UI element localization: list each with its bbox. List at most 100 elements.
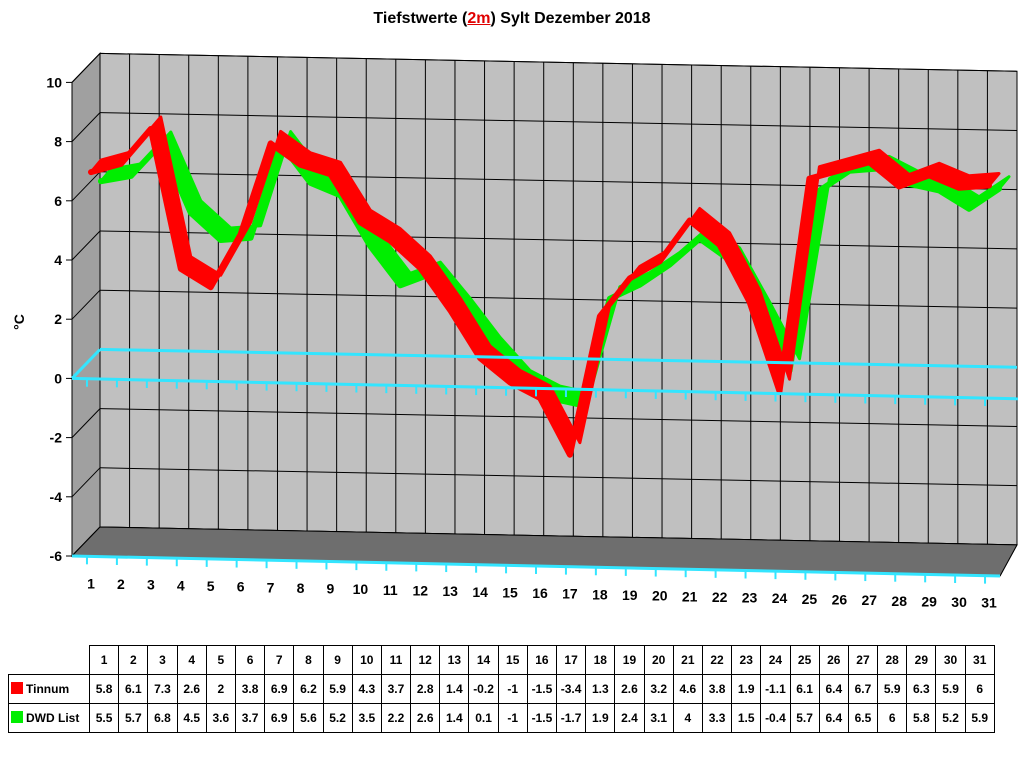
table-header-cell: 7 xyxy=(264,645,295,675)
table-header-cell: 28 xyxy=(877,645,908,675)
table-cell-dwd: 2.6 xyxy=(410,703,441,733)
table-header-cell: 11 xyxy=(380,645,412,675)
x-tick-label: 22 xyxy=(712,589,728,605)
table-header-cell: 30 xyxy=(935,645,966,675)
table-header-cell: 27 xyxy=(847,645,879,675)
table-header-cell: 25 xyxy=(789,645,820,675)
x-tick-label: 28 xyxy=(891,593,907,609)
x-tick-label: 29 xyxy=(921,593,937,609)
table-cell-dwd: 5.2 xyxy=(935,703,966,733)
x-tick-label: 4 xyxy=(177,577,185,593)
grid-line-horizontal xyxy=(99,289,1018,309)
x-tick-label: 31 xyxy=(981,595,997,611)
table-cell-tinnum: 5.9 xyxy=(877,674,908,704)
table-cell-dwd: 5.7 xyxy=(789,703,820,733)
table-cell-tinnum: 6.1 xyxy=(118,674,149,704)
y-tick-label: 4 xyxy=(54,252,62,268)
table-header-cell: 17 xyxy=(555,645,587,675)
table-cell-dwd: 1.4 xyxy=(439,703,470,733)
grid-line-side xyxy=(71,171,101,202)
title-prefix: Tiefstwerte ( xyxy=(373,10,468,27)
table-cell-dwd: -1.7 xyxy=(555,703,587,733)
table-cell-dwd: 3.6 xyxy=(205,703,236,733)
chart-walls xyxy=(71,52,1018,558)
table-cell-dwd: 6.5 xyxy=(847,703,879,733)
table-cell-dwd: 5.9 xyxy=(964,703,995,733)
table-cell-dwd: 6 xyxy=(877,703,908,733)
table-cell-dwd: 5.5 xyxy=(88,703,120,733)
x-tick-label: 1 xyxy=(87,575,95,591)
x-tick-label: 9 xyxy=(327,581,335,597)
chart-title: Tiefstwerte (2m) Sylt Dezember 2018 xyxy=(0,10,1024,28)
x-tick-label: 2 xyxy=(117,576,125,592)
grid-line-horizontal xyxy=(99,52,1018,72)
table-row-dwd: DWD List 5.5 5.7 6.8 4.5 3.6 3.7 6.9 5.6 5.2 3.5 2… xyxy=(8,703,995,733)
table-cell-tinnum: -1.5 xyxy=(526,674,558,704)
grid-line-side xyxy=(71,289,101,320)
table-cell-dwd: 6.4 xyxy=(818,703,849,733)
y-tick-label: 8 xyxy=(54,134,62,150)
table-header-cell: 1 xyxy=(88,645,120,675)
table-cell-tinnum: -3.4 xyxy=(555,674,587,704)
table-cell-tinnum: 2.6 xyxy=(614,674,645,704)
table-header-cell: 16 xyxy=(526,645,558,675)
table-header-row: 1 2 3 4 5 6 7 8 9 10 11 12 13 14 15 16 17 18 19 20 21 22 23 24 2… xyxy=(9,645,995,675)
y-tick-label: 6 xyxy=(54,193,62,209)
data-table: 1 2 3 4 5 6 7 8 9 10 11 12 13 14 15 16 17 18 19 20 21 22 23 24 2… xyxy=(8,645,995,733)
table-header-cell: 21 xyxy=(672,645,703,675)
x-tick-label: 12 xyxy=(412,582,428,598)
x-tick-label: 3 xyxy=(147,577,155,593)
table-cell-tinnum: 7.3 xyxy=(147,674,178,704)
table-cell-dwd: 1.9 xyxy=(585,703,616,733)
table-header-cell: 5 xyxy=(205,645,236,675)
x-tick-label: 27 xyxy=(862,592,878,608)
x-tick-label: 21 xyxy=(682,588,698,604)
table-cell-tinnum: -1.1 xyxy=(760,674,791,704)
y-tick-label: -2 xyxy=(50,430,63,446)
table-cell-dwd: 5.8 xyxy=(906,703,937,733)
grid-line-side xyxy=(71,230,101,261)
x-tick-label: 18 xyxy=(592,586,608,602)
table-header-cell: 18 xyxy=(585,645,616,675)
table-header-cell: 12 xyxy=(410,645,441,675)
table-header-cell: 6 xyxy=(234,645,266,675)
x-tick-label: 26 xyxy=(832,591,848,607)
table-cell-dwd: 2.4 xyxy=(614,703,645,733)
x-tick-label: 6 xyxy=(237,579,245,595)
grid-line-side xyxy=(71,467,101,498)
table-header-cell: 8 xyxy=(293,645,324,675)
table-cell-dwd: 5.6 xyxy=(293,703,324,733)
y-tick-label: -6 xyxy=(50,548,63,564)
table-cell-tinnum: 6.4 xyxy=(818,674,849,704)
grid-line-horizontal xyxy=(99,112,1018,131)
table-cell-tinnum: 5.9 xyxy=(322,674,353,704)
grid-line-side xyxy=(71,112,101,142)
legend-swatch-dwd xyxy=(11,711,23,723)
title-highlight: 2m xyxy=(467,10,491,27)
table-cell-tinnum: 2.8 xyxy=(410,674,441,704)
table-cell-dwd: 6.8 xyxy=(147,703,178,733)
table-header-cell: 9 xyxy=(322,645,353,675)
table-cell-dwd: -1.5 xyxy=(526,703,558,733)
table-cell-dwd: 3.5 xyxy=(351,703,382,733)
table-row-tinnum: Tinnum 5.8 6.1 7.3 2.6 2 3.8 6.9 6.2 5.9 4.3 3.7 2.… xyxy=(8,674,995,704)
table-header-cell: 10 xyxy=(351,645,382,675)
grid-line-horizontal xyxy=(99,171,1018,191)
table-cell-tinnum: 6.9 xyxy=(264,674,295,704)
title-suffix: ) Sylt Dezember 2018 xyxy=(490,10,651,27)
x-tick-label: 16 xyxy=(532,585,548,601)
grid-line-side xyxy=(71,53,101,83)
x-tick-label: 20 xyxy=(652,588,668,604)
y-axis-label: °C xyxy=(11,314,27,330)
table-cell-tinnum: 2 xyxy=(205,674,236,704)
table-header-cell: 4 xyxy=(176,645,207,675)
table-cell-tinnum: 6 xyxy=(964,674,995,704)
table-cell-tinnum: 3.2 xyxy=(643,674,674,704)
table-cell-dwd: 4.5 xyxy=(176,703,207,733)
table-cell-tinnum: 3.8 xyxy=(234,674,266,704)
x-tick-label: 17 xyxy=(562,586,578,602)
table-header-cell: 20 xyxy=(643,645,674,675)
y-tick-label: 2 xyxy=(54,311,62,327)
table-cell-tinnum: 6.3 xyxy=(906,674,937,704)
